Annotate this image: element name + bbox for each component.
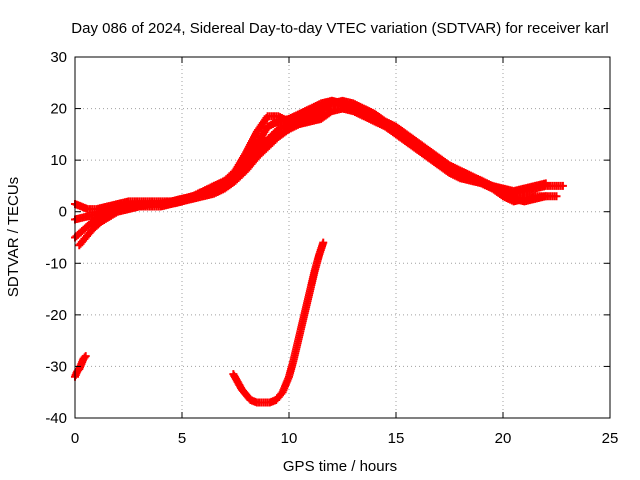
y-tick-label: -20: [45, 307, 67, 324]
y-axis-label: SDTVAR / TECUs: [5, 177, 22, 297]
data-point: [80, 353, 89, 362]
y-tick-label: 0: [59, 204, 67, 221]
x-tick-label: 5: [178, 430, 186, 447]
data-point: [81, 352, 90, 361]
series-group: [71, 96, 567, 407]
data-point: [319, 238, 328, 247]
x-tick-label: 0: [71, 430, 79, 447]
data-point: [541, 192, 550, 201]
x-tick-label: 20: [495, 430, 512, 447]
x-tick-label: 15: [388, 430, 405, 447]
y-tick-label: 30: [50, 49, 67, 66]
plot-frame: [74, 56, 611, 419]
y-tick-label: -30: [45, 358, 67, 375]
chart-title: Day 086 of 2024, Sidereal Day-to-day VTE…: [71, 20, 608, 37]
data-point: [552, 192, 561, 201]
x-tick-label: 25: [602, 430, 619, 447]
axis-ticks: 0 5 10 15 20 25 -40 -30 -20 -10 0 10 20 30: [45, 49, 618, 447]
x-axis-label: GPS time / hours: [283, 458, 397, 475]
x-tick-label: 10: [281, 430, 298, 447]
y-tick-label: -10: [45, 255, 67, 272]
y-tick-label: 10: [50, 152, 67, 169]
series-trace-6: [229, 238, 328, 407]
data-point: [558, 181, 567, 190]
series-trace-4: [71, 104, 550, 224]
y-tick-label: -40: [45, 410, 67, 427]
y-tick-label: 20: [50, 101, 67, 118]
